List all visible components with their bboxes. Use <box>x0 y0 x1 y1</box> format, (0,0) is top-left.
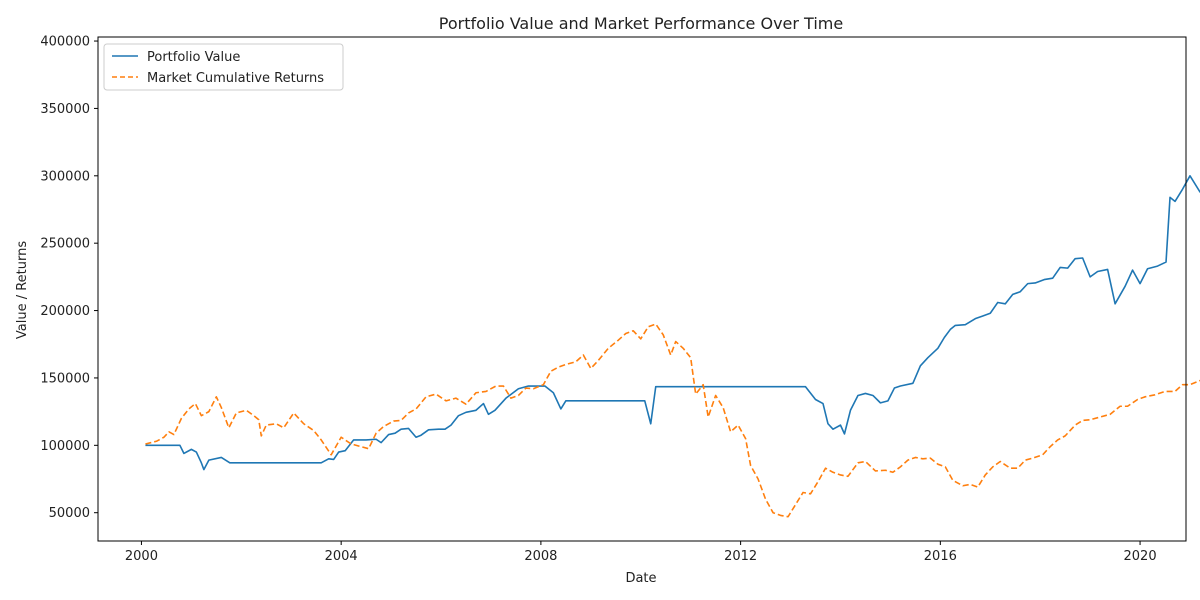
legend: Portfolio Value Market Cumulative Return… <box>103 43 344 91</box>
y-tick-label: 50000 <box>49 506 90 521</box>
x-tick-label: 2012 <box>724 549 757 564</box>
series-line-portfolio <box>145 175 1200 471</box>
legend-box <box>103 43 344 91</box>
y-tick-label: 100000 <box>40 439 90 454</box>
y-tick-label: 150000 <box>40 371 90 386</box>
y-axis-label: Value / Returns <box>15 241 30 339</box>
legend-market-label: Market Cumulative Returns <box>147 71 324 86</box>
x-tick-label: 2000 <box>125 549 158 564</box>
legend-portfolio-label: Portfolio Value <box>147 50 240 65</box>
plot-frame <box>97 36 1187 542</box>
y-tick-label: 350000 <box>40 102 90 117</box>
y-tick-label: 400000 <box>40 35 90 50</box>
x-tick-label: 2008 <box>524 549 557 564</box>
plot-lines <box>145 175 1200 518</box>
axes: 2000 2004 2008 2012 2016 2020 50000 100000 15000… <box>40 35 1187 564</box>
series-line-market <box>145 323 1200 518</box>
x-tick-label: 2016 <box>924 549 957 564</box>
x-axis-label: Date <box>625 571 656 586</box>
y-tick-label: 200000 <box>40 304 90 319</box>
chart-title: Portfolio Value and Market Performance O… <box>439 14 843 33</box>
y-tick-label: 300000 <box>40 169 90 184</box>
x-tick-label: 2004 <box>325 549 358 564</box>
y-tick-label: 250000 <box>40 237 90 252</box>
x-tick-label: 2020 <box>1124 549 1157 564</box>
